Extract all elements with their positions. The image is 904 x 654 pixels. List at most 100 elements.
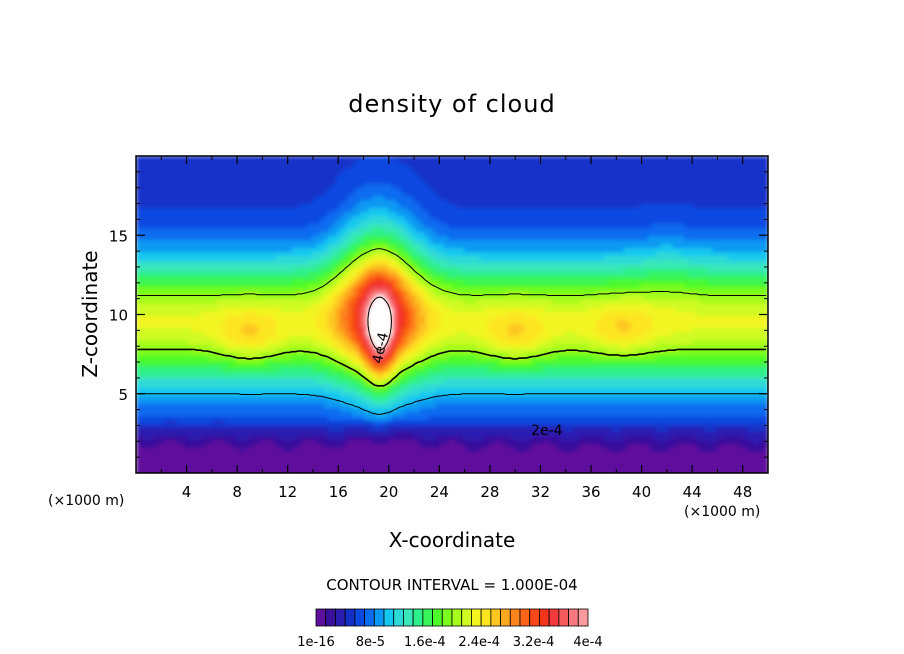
contour-cell [304, 244, 309, 249]
contour-cell [612, 168, 617, 173]
contour-cell [328, 236, 333, 241]
contour-cell [760, 264, 765, 269]
contour-cell [728, 256, 733, 261]
contour-cell [444, 248, 449, 253]
contour-cell [256, 208, 261, 213]
contour-cell [324, 224, 329, 229]
contour-cell [452, 212, 457, 217]
contour-cell [640, 244, 645, 249]
contour-cell [448, 256, 453, 261]
contour-cell [700, 212, 705, 217]
contour-cell [352, 192, 357, 197]
contour-cell [180, 172, 185, 177]
contour-cell [576, 224, 581, 229]
contour-cell [316, 264, 321, 269]
contour-cell [336, 216, 341, 221]
contour-cell [228, 252, 233, 257]
contour-cell [400, 236, 405, 241]
contour-cell [188, 248, 193, 253]
contour-cell [344, 236, 349, 241]
contour-cell [380, 196, 385, 201]
contour-cell [284, 244, 289, 249]
contour-cell [416, 220, 421, 225]
contour-cell [716, 196, 721, 201]
contour-cell [560, 208, 565, 213]
contour-cell [412, 200, 417, 205]
contour-cell [620, 256, 625, 261]
contour-cell [636, 172, 641, 177]
contour-cell [484, 232, 489, 237]
contour-cell [504, 248, 509, 253]
contour-cell [540, 172, 545, 177]
contour-cell [380, 208, 385, 213]
contour-cell [348, 236, 353, 241]
contour-cell [704, 268, 709, 273]
contour-cell [504, 160, 509, 165]
contour-cell [544, 252, 549, 257]
contour-cell [536, 264, 541, 269]
contour-cell [204, 236, 209, 241]
contour-cell [732, 228, 737, 233]
contour-cell [472, 172, 477, 177]
contour-cell [152, 160, 157, 165]
contour-cell [748, 192, 753, 197]
contour-cell [572, 248, 577, 253]
contour-cell [196, 220, 201, 225]
contour-cell [472, 272, 477, 277]
contour-cell [536, 240, 541, 245]
contour-cell [608, 256, 613, 261]
contour-cell [736, 268, 741, 273]
contour-cell [512, 196, 517, 201]
filled-contours [136, 156, 768, 473]
contour-cell [612, 156, 617, 161]
contour-cell [600, 232, 605, 237]
contour-cell [672, 260, 677, 265]
contour-cell [480, 188, 485, 193]
contour-cell [444, 228, 449, 233]
contour-cell [172, 244, 177, 249]
contour-cell [548, 248, 553, 253]
contour-cell [356, 276, 361, 281]
contour-cell [168, 224, 173, 229]
contour-cell [460, 200, 465, 205]
contour-cell [392, 204, 397, 209]
contour-cell [448, 224, 453, 229]
contour-cell [592, 228, 597, 233]
contour-cell [496, 180, 501, 185]
contour-cell [416, 196, 421, 201]
contour-cell [436, 280, 441, 285]
contour-cell [264, 272, 269, 277]
contour-cell [448, 160, 453, 165]
contour-cell [632, 228, 637, 233]
contour-cell [136, 264, 141, 269]
contour-cell [380, 280, 385, 285]
contour-cell [504, 212, 509, 217]
contour-cell [364, 232, 369, 237]
contour-cell [532, 228, 537, 233]
contour-cell [384, 212, 389, 217]
contour-cell [284, 176, 289, 181]
contour-cell [400, 172, 405, 177]
contour-cell [440, 268, 445, 273]
contour-cell [620, 276, 625, 281]
contour-cell [440, 188, 445, 193]
contour-cell [572, 232, 577, 237]
contour-cell [264, 212, 269, 217]
contour-cell [424, 208, 429, 213]
contour-cell [692, 244, 697, 249]
contour-cell [344, 240, 349, 245]
contour-cell [336, 232, 341, 237]
contour-cell [428, 256, 433, 261]
contour-cell [316, 236, 321, 241]
contour-cell [692, 220, 697, 225]
contour-cell [272, 244, 277, 249]
contour-cell [420, 188, 425, 193]
contour-cell [296, 224, 301, 229]
contour-cell [272, 236, 277, 241]
contour-cell [168, 192, 173, 197]
contour-cell [740, 260, 745, 265]
contour-cell [704, 188, 709, 193]
contour-cell [324, 276, 329, 281]
contour-cell [452, 232, 457, 237]
contour-cell [688, 232, 693, 237]
